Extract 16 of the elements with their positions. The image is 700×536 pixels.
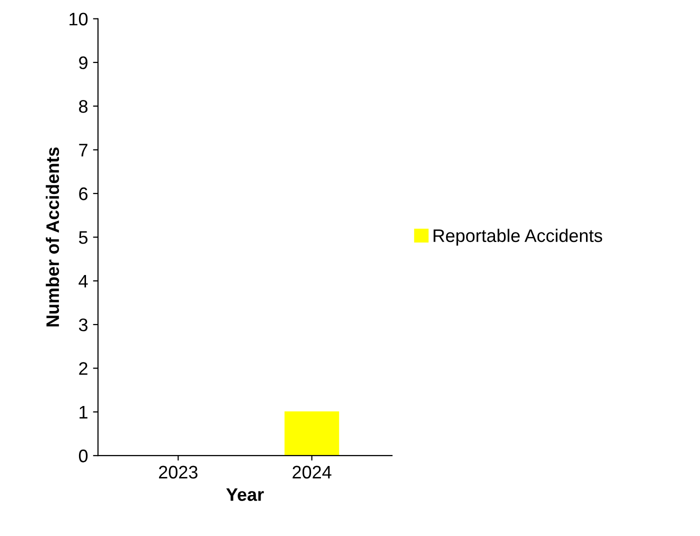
y-tick-label: 8 <box>79 100 88 113</box>
y-tick-label: 0 <box>78 450 88 462</box>
y-tick-label: 3 <box>78 318 88 332</box>
y-tick-label: 10 <box>70 12 88 26</box>
legend-label: Reportable Accidents <box>434 228 602 246</box>
x-tick-label: 2023 <box>159 466 198 479</box>
x-axis-title: Year <box>226 488 264 501</box>
y-tick-label: 9 <box>79 56 88 70</box>
y-axis-title: Number of Accidents <box>46 147 60 326</box>
y-tick-label: 5 <box>78 231 88 244</box>
y-tick-label: 6 <box>79 187 88 200</box>
x-tick-label: 2024 <box>292 466 332 479</box>
y-tick-label: 1 <box>80 406 88 418</box>
y-tick-label: 2 <box>79 362 88 375</box>
y-tick-label: 7 <box>79 144 88 156</box>
y-tick-label: 4 <box>78 274 88 288</box>
